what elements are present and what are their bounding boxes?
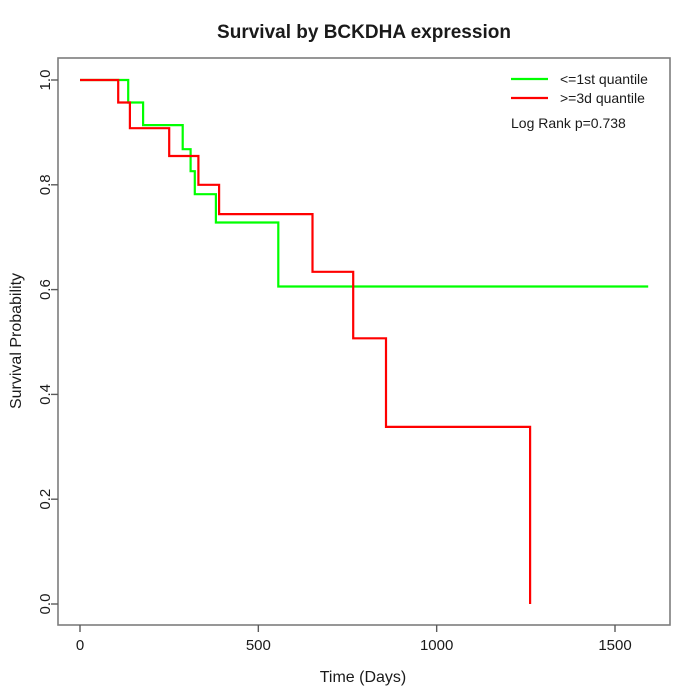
y-tick-label: 0.8 xyxy=(37,174,54,195)
y-tick-label: 0.4 xyxy=(37,384,54,405)
logrank-annotation: Log Rank p=0.738 xyxy=(511,115,626,131)
legend-label-third-quantile: >=3d quantile xyxy=(560,90,645,106)
x-tick-label: 500 xyxy=(246,637,271,654)
survival-curves xyxy=(80,78,649,604)
y-tick-label: 0.2 xyxy=(37,489,54,510)
x-tick-label: 0 xyxy=(76,637,84,654)
x-axis-ticks: 0 500 1000 1500 xyxy=(76,625,632,654)
plot-title: Survival by BCKDHA expression xyxy=(217,22,511,43)
y-axis-label: Survival Probability xyxy=(8,273,25,409)
survival-curve-third-quantile xyxy=(80,78,532,604)
x-tick-label: 1000 xyxy=(420,637,453,654)
x-tick-label: 1500 xyxy=(598,637,631,654)
plot-area-border xyxy=(57,57,671,626)
y-tick-label: 1.0 xyxy=(37,70,54,91)
y-axis-ticks: 0.0 0.2 0.4 0.6 0.8 1.0 xyxy=(37,70,58,615)
x-axis-label: Time (Days) xyxy=(320,669,407,686)
y-tick-label: 0.6 xyxy=(37,279,54,300)
legend-label-first-quantile: <=1st quantile xyxy=(560,71,648,87)
y-tick-label: 0.0 xyxy=(37,594,54,615)
survival-curve-first-quantile xyxy=(80,78,649,288)
legend: <=1st quantile >=3d quantile Log Rank p=… xyxy=(511,71,648,131)
